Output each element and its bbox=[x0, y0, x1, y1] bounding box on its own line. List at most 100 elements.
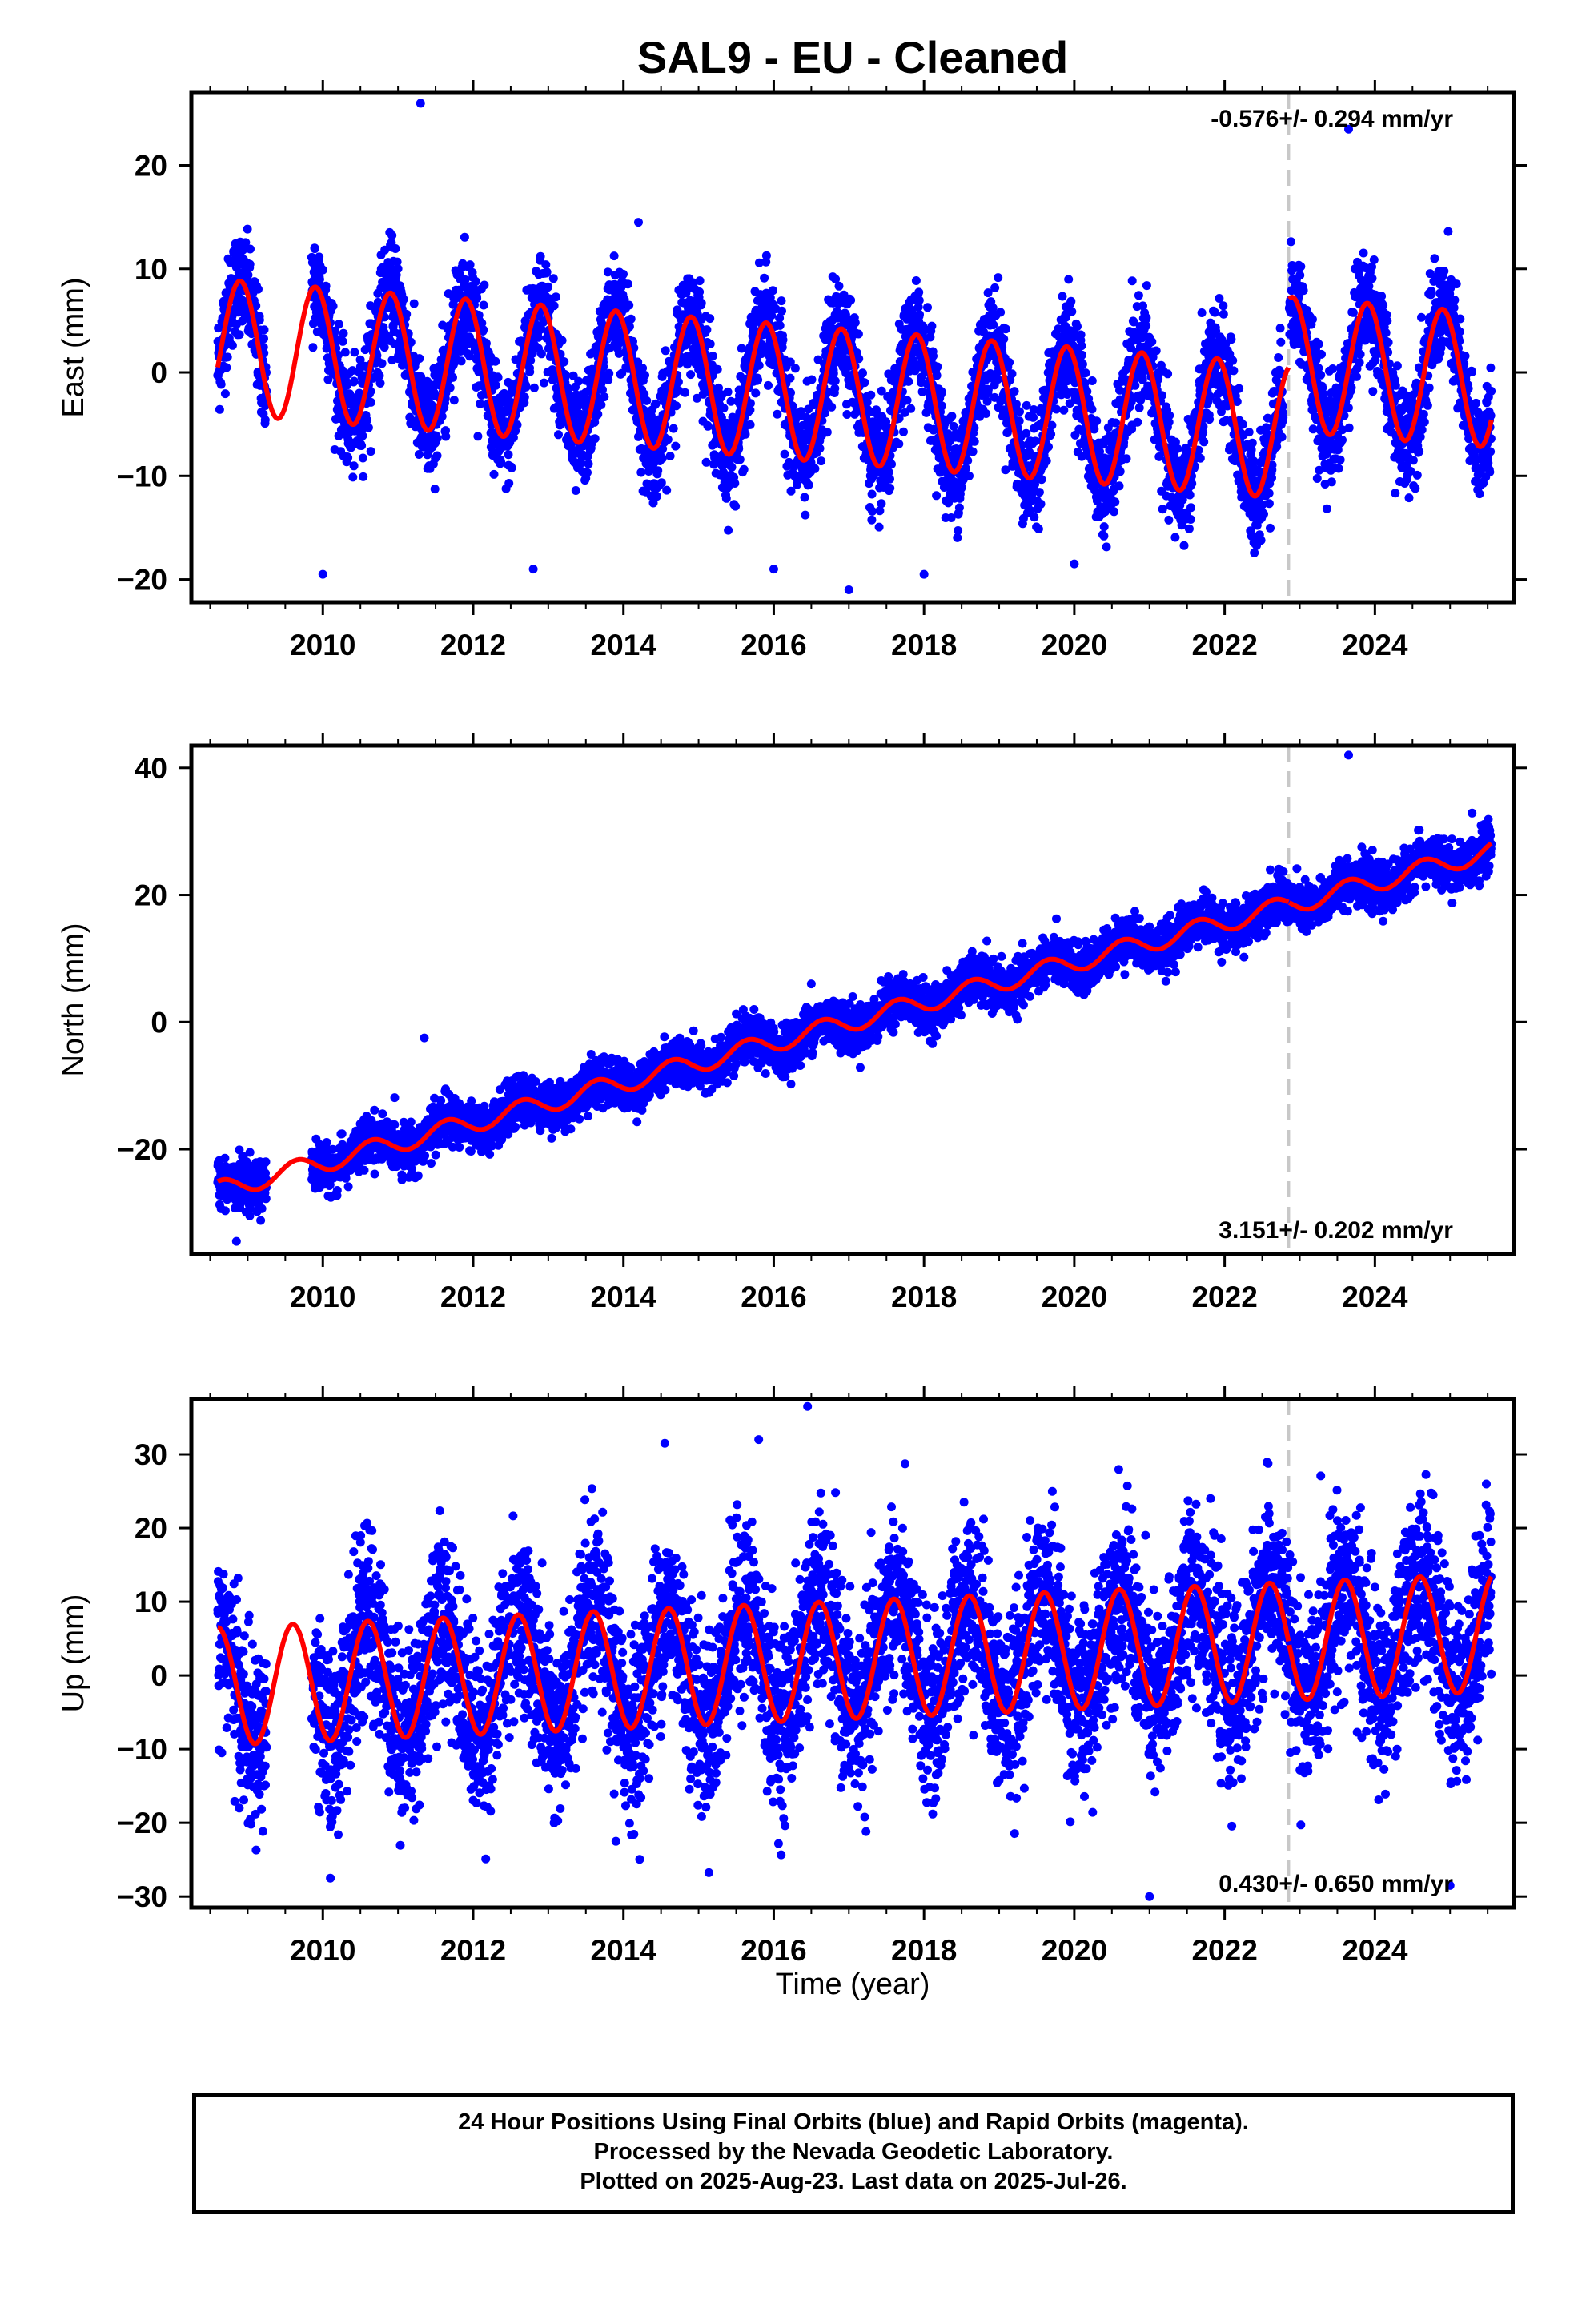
data-point bbox=[1229, 366, 1239, 376]
data-point bbox=[1005, 358, 1014, 367]
data-point bbox=[1133, 417, 1142, 427]
data-point bbox=[1030, 513, 1039, 522]
data-point bbox=[1015, 407, 1024, 416]
data-point bbox=[549, 301, 559, 311]
data-point bbox=[1102, 542, 1111, 552]
data-point bbox=[850, 318, 860, 328]
data-point bbox=[741, 429, 750, 439]
data-point bbox=[1022, 428, 1031, 438]
data-point bbox=[894, 439, 904, 448]
data-point bbox=[860, 378, 869, 388]
data-point bbox=[1058, 292, 1067, 301]
data-point bbox=[1164, 515, 1174, 525]
data-point bbox=[1238, 420, 1247, 429]
data-point bbox=[829, 368, 838, 378]
data-point bbox=[1142, 313, 1151, 323]
data-point bbox=[493, 372, 503, 382]
data-point bbox=[1087, 404, 1097, 414]
data-point bbox=[911, 276, 921, 285]
data-point bbox=[479, 300, 488, 310]
data-point bbox=[1090, 424, 1099, 434]
data-point bbox=[571, 486, 580, 495]
data-point bbox=[480, 280, 489, 290]
data-point bbox=[933, 362, 942, 372]
data-point bbox=[1256, 536, 1266, 545]
data-point bbox=[999, 334, 1009, 344]
data-point bbox=[321, 281, 331, 291]
data-point bbox=[358, 431, 367, 440]
data-point bbox=[318, 265, 327, 275]
data-point bbox=[640, 371, 649, 380]
data-point bbox=[375, 371, 384, 380]
data-point bbox=[954, 503, 964, 513]
data-point bbox=[661, 346, 670, 356]
data-point bbox=[1127, 276, 1137, 286]
data-point bbox=[1047, 420, 1057, 430]
data-point bbox=[904, 376, 913, 386]
data-point bbox=[1034, 488, 1044, 497]
data-point bbox=[1286, 237, 1295, 247]
data-point bbox=[807, 375, 817, 384]
data-point bbox=[334, 320, 343, 329]
data-point bbox=[702, 325, 712, 335]
data-point bbox=[619, 269, 628, 279]
data-point bbox=[544, 282, 553, 292]
data-point bbox=[481, 339, 491, 348]
data-point bbox=[432, 433, 442, 443]
data-point bbox=[1077, 350, 1086, 360]
data-point bbox=[1078, 360, 1087, 369]
data-point bbox=[1185, 490, 1195, 500]
data-point bbox=[1219, 309, 1228, 319]
data-point bbox=[216, 380, 226, 389]
data-point bbox=[310, 244, 319, 254]
data-point bbox=[1046, 429, 1056, 439]
data-point bbox=[472, 294, 482, 303]
data-point bbox=[259, 325, 269, 335]
data-point bbox=[596, 400, 606, 409]
data-point bbox=[1247, 438, 1257, 448]
data-point bbox=[551, 292, 560, 302]
data-point bbox=[525, 367, 535, 376]
data-point bbox=[330, 326, 339, 336]
data-point bbox=[731, 501, 741, 511]
data-point bbox=[448, 372, 457, 382]
data-point bbox=[1059, 405, 1069, 415]
data-point bbox=[406, 337, 416, 347]
data-point bbox=[355, 355, 365, 364]
data-point bbox=[1186, 515, 1195, 524]
data-point bbox=[560, 357, 569, 367]
data-point bbox=[800, 493, 809, 502]
data-point bbox=[542, 267, 552, 277]
data-point bbox=[764, 380, 773, 390]
data-point bbox=[1073, 322, 1082, 332]
data-point bbox=[1197, 308, 1207, 317]
data-point bbox=[343, 453, 353, 462]
data-point bbox=[445, 383, 455, 392]
data-point bbox=[846, 296, 856, 305]
data-point bbox=[887, 460, 896, 469]
data-point bbox=[491, 356, 500, 366]
data-point bbox=[504, 450, 513, 460]
data-point bbox=[777, 296, 786, 306]
data-point bbox=[540, 378, 548, 388]
data-point bbox=[754, 360, 764, 370]
data-point bbox=[227, 340, 237, 350]
data-point bbox=[932, 491, 942, 501]
data-point bbox=[842, 410, 852, 419]
data-point bbox=[899, 427, 908, 436]
data-point bbox=[1173, 444, 1182, 453]
data-point bbox=[593, 409, 603, 419]
data-point bbox=[937, 387, 946, 396]
data-point bbox=[1205, 415, 1215, 424]
data-point bbox=[1276, 337, 1286, 347]
data-point bbox=[730, 479, 740, 488]
data-point bbox=[642, 396, 652, 405]
data-point bbox=[703, 421, 713, 431]
data-point bbox=[387, 231, 397, 240]
data-point bbox=[786, 486, 796, 496]
data-point bbox=[328, 301, 338, 311]
data-point bbox=[761, 251, 771, 260]
data-point bbox=[817, 456, 826, 466]
data-point bbox=[1099, 531, 1109, 541]
data-point bbox=[363, 416, 372, 425]
